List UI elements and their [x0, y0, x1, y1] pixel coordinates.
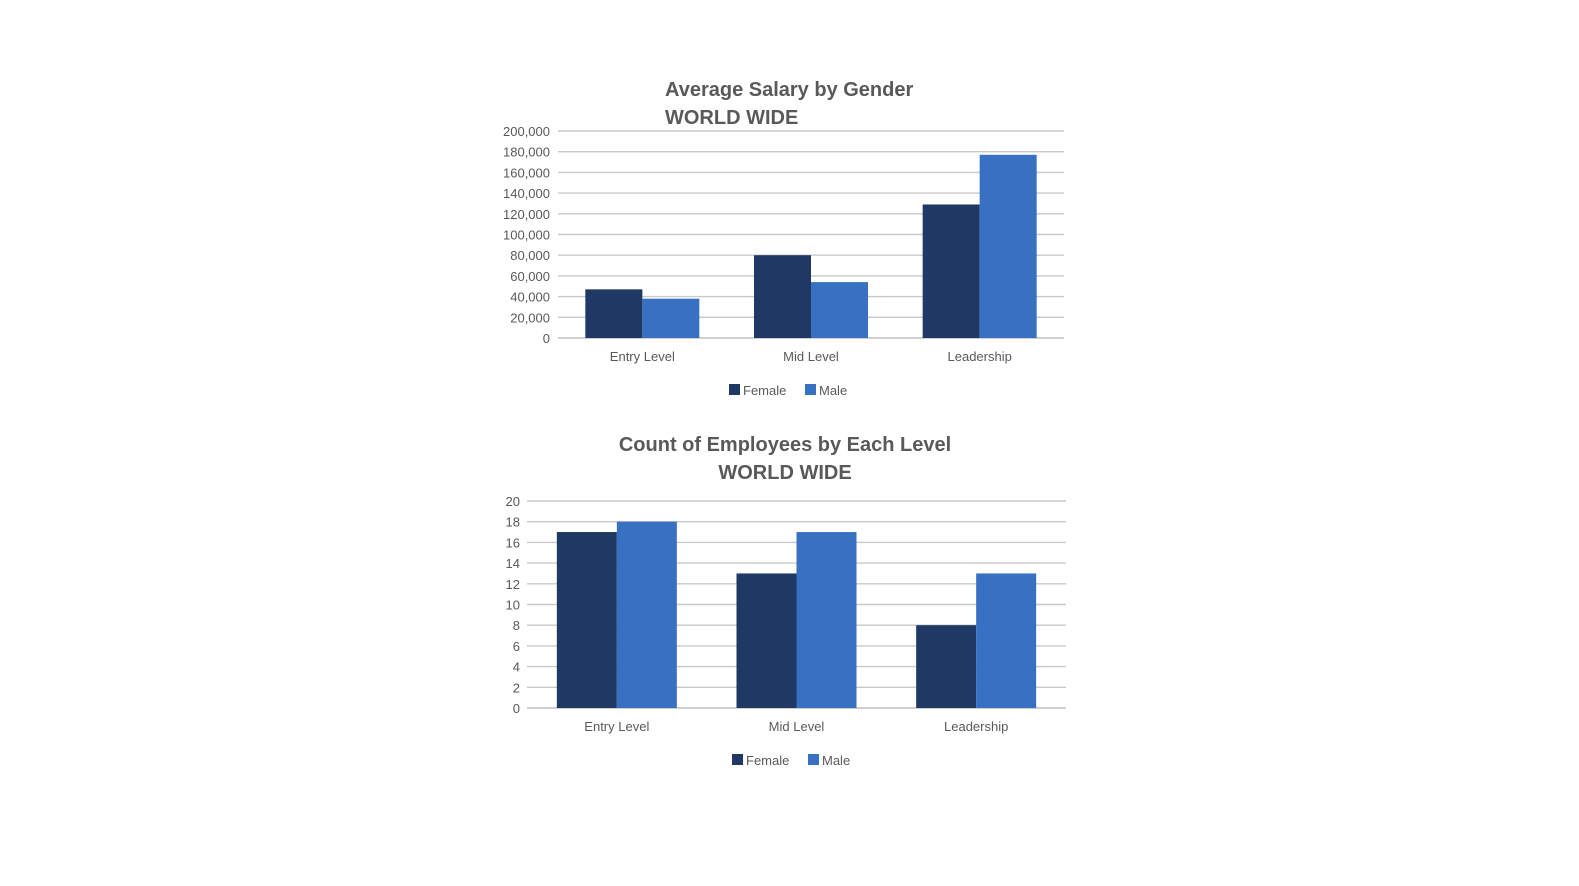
count-bar-male: [976, 573, 1037, 708]
salary-chart: Average Salary by Gender WORLD WIDE 0 20,…: [503, 79, 1064, 398]
salary-bar-male: [642, 298, 700, 338]
count-y-tick-label: 10: [506, 598, 520, 613]
count-y-tick-label: 14: [506, 556, 520, 571]
salary-y-tick-label: 120,000: [503, 207, 550, 222]
salary-y-tick-label: 200,000: [503, 124, 550, 139]
salary-bar-female: [585, 289, 643, 338]
count-bar-male: [796, 532, 857, 708]
salary-y-tick-label: 100,000: [503, 228, 550, 243]
count-y-tick-label: 12: [506, 577, 520, 592]
salary-legend-label-female: Female: [743, 383, 786, 398]
salary-y-tick-label: 160,000: [503, 165, 550, 180]
salary-y-tick-label: 60,000: [510, 269, 550, 284]
salary-chart-plot: 0 20,000 40,000 60,000 80,000 100,000 120,000 1…: [503, 124, 1064, 398]
count-category-label: Leadership: [944, 719, 1008, 734]
salary-legend-swatch-female: [729, 384, 740, 395]
count-y-tick-label: 2: [513, 680, 520, 695]
count-bar-female: [736, 573, 797, 708]
count-chart-subtitle: WORLD WIDE: [718, 462, 851, 484]
count-chart-plot: 0 2 4 6 8 10 12 14 16 18 20 Entry Level Mid Level Lea…: [506, 494, 1066, 768]
salary-bar-female: [922, 204, 980, 338]
salary-y-tick-label: 180,000: [503, 145, 550, 160]
count-legend-swatch-male: [808, 754, 819, 765]
salary-legend-label-male: Male: [819, 383, 847, 398]
salary-y-tick-label: 40,000: [510, 290, 550, 305]
count-legend-swatch-female: [732, 754, 743, 765]
salary-chart-subtitle: WORLD WIDE: [665, 107, 798, 129]
salary-category-label: Mid Level: [783, 349, 839, 364]
count-bar-female: [556, 532, 617, 708]
count-y-tick-label: 16: [506, 535, 520, 550]
salary-bar-male: [811, 282, 868, 338]
salary-y-tick-label: 20,000: [510, 310, 550, 325]
salary-y-tick-label: 0: [543, 331, 550, 346]
salary-category-label: Entry Level: [610, 349, 675, 364]
count-bar-female: [916, 625, 977, 708]
count-legend-label-male: Male: [822, 753, 850, 768]
salary-bar-male: [979, 154, 1037, 338]
salary-legend-swatch-male: [805, 384, 816, 395]
salary-category-label: Leadership: [948, 349, 1012, 364]
count-y-tick-label: 8: [513, 618, 520, 633]
salary-chart-title: Average Salary by Gender: [665, 79, 913, 101]
salary-y-tick-label: 140,000: [503, 186, 550, 201]
count-chart-title: Count of Employees by Each Level: [619, 434, 951, 456]
count-category-label: Mid Level: [769, 719, 825, 734]
count-bar-male: [616, 521, 677, 708]
count-legend-label-female: Female: [746, 753, 789, 768]
count-y-tick-label: 6: [513, 639, 520, 654]
count-y-tick-label: 4: [513, 660, 520, 675]
count-chart: Count of Employees by Each Level WORLD W…: [506, 434, 1066, 768]
count-y-tick-label: 0: [513, 701, 520, 716]
count-y-tick-label: 18: [506, 515, 520, 530]
salary-bar-female: [754, 255, 811, 338]
count-y-tick-label: 20: [506, 494, 520, 509]
count-category-label: Entry Level: [584, 719, 649, 734]
salary-y-tick-label: 80,000: [510, 248, 550, 263]
